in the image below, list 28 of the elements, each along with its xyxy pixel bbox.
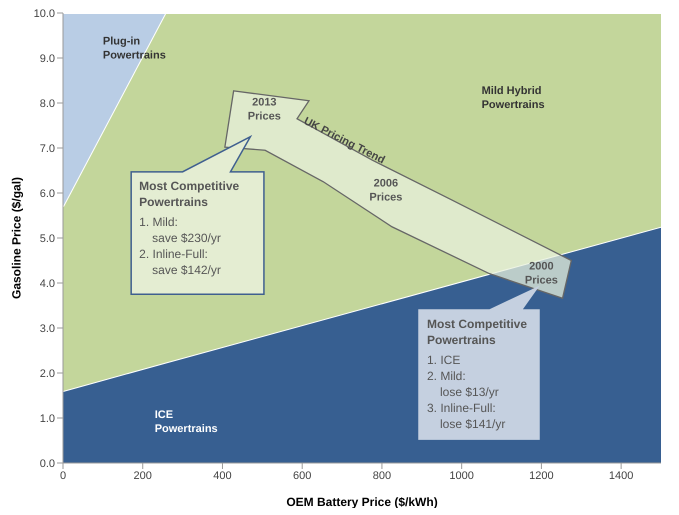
y-tick-label: 9.0 — [40, 52, 55, 65]
x-tick-label: 200 — [134, 470, 152, 482]
x-tick-label: 600 — [293, 470, 312, 482]
y-tick-label: 8.0 — [40, 98, 55, 110]
annotation: 2006 Prices — [369, 177, 402, 204]
annotation: 2000 Prices — [524, 260, 558, 286]
x-tick-label: 1200 — [529, 470, 554, 482]
y-tick-label: 7.0 — [40, 142, 55, 155]
annotation: Most Competitive Powertrains 1. Mild: save $230/yr 2. Inline-Full: save $142/yr — [139, 178, 240, 277]
y-tick-label: 4.0 — [40, 278, 55, 290]
series-label: ICE Powertrains — [154, 409, 218, 435]
y-axis-title: Gasoline Price ($/gal) — [9, 176, 24, 300]
y-tick-label: 3.0 — [40, 322, 55, 335]
x-tick-label: 1400 — [608, 470, 634, 482]
series-label: Plug-in Powertrains — [102, 36, 166, 62]
y-tick-label: 2.0 — [40, 368, 55, 380]
series-label: Mild Hybrid Powertrains — [482, 85, 545, 111]
y-tick-label: 5.0 — [40, 232, 55, 245]
x-tick-label: 400 — [213, 470, 232, 482]
y-tick-label: 10.0 — [34, 8, 55, 20]
y-tick-label: 0.0 — [40, 458, 55, 470]
y-tick-label: 1.0 — [40, 412, 55, 425]
x-tick-label: 800 — [372, 470, 392, 482]
annotation: Most Competitive Powertrains 1. ICE 2. Mild: lose $13/yr 3. Inline-Full: lose $141/yr — [427, 317, 528, 431]
x-tick-label: 1000 — [449, 470, 474, 482]
x-tick-label: 0 — [60, 470, 66, 482]
annotation: 2013 Prices — [248, 96, 281, 122]
y-tick-label: 6.0 — [40, 188, 55, 200]
